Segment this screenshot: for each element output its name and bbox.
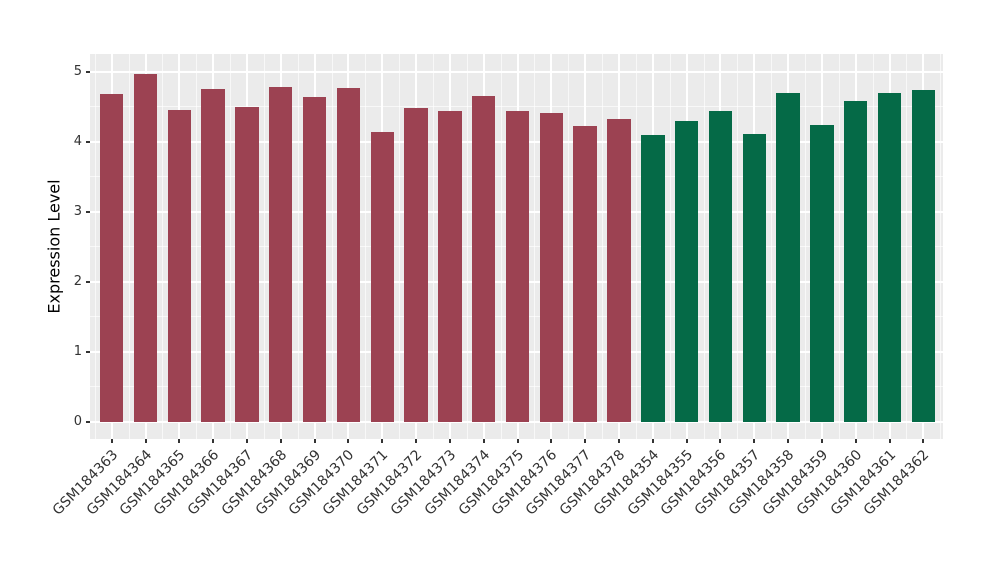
- gridline-vertical-minor: [500, 54, 502, 439]
- x-tick-mark: [381, 439, 384, 443]
- gridline-horizontal-major: [90, 71, 943, 73]
- gridline-vertical-minor: [534, 54, 536, 439]
- y-tick-label: 3: [73, 204, 82, 219]
- x-tick-mark: [178, 439, 181, 443]
- bar-GSM184360: [844, 100, 868, 422]
- x-tick-mark: [820, 439, 823, 443]
- x-tick-mark: [347, 439, 350, 443]
- x-tick-mark: [144, 439, 147, 443]
- bar-GSM184370: [336, 88, 361, 422]
- bar-GSM184368: [269, 86, 293, 422]
- x-tick-mark: [584, 439, 587, 443]
- gridline-horizontal-minor: [90, 106, 943, 107]
- gridline-vertical-minor: [838, 54, 840, 439]
- x-tick-mark: [448, 439, 451, 443]
- bar-GSM184372: [404, 108, 428, 422]
- y-tick-mark: [86, 141, 90, 143]
- x-tick-mark: [651, 439, 654, 443]
- gridline-vertical-minor: [771, 54, 773, 439]
- x-tick-mark: [482, 439, 485, 443]
- gridline-vertical-minor: [331, 54, 333, 439]
- x-tick-mark: [922, 439, 925, 443]
- y-tick-mark: [86, 71, 90, 73]
- y-axis-title-text: Expression Level: [44, 179, 64, 314]
- bar-GSM184355: [674, 121, 699, 422]
- x-tick-mark: [212, 439, 215, 443]
- bar-GSM184377: [573, 125, 597, 422]
- x-tick-mark: [415, 439, 418, 443]
- bar-GSM184363: [100, 94, 124, 422]
- bar-GSM184361: [877, 93, 902, 422]
- gridline-vertical-minor: [399, 54, 401, 439]
- gridline-vertical-minor: [196, 54, 198, 439]
- gridline-vertical-minor: [568, 54, 570, 439]
- y-tick-label: 1: [73, 344, 82, 359]
- y-tick-label: 2: [73, 274, 82, 289]
- y-tick-mark: [86, 281, 90, 283]
- bar-GSM184366: [201, 88, 225, 422]
- gridline-vertical-minor: [805, 54, 806, 439]
- y-tick-mark: [86, 351, 90, 353]
- gridline-vertical-minor: [263, 54, 265, 439]
- x-tick-mark: [618, 439, 620, 443]
- bar-GSM184375: [505, 110, 530, 422]
- gridline-vertical-minor: [297, 54, 299, 439]
- x-tick-mark: [753, 439, 756, 443]
- gridline-vertical-minor: [365, 54, 367, 439]
- bar-GSM184365: [167, 109, 192, 422]
- x-tick-mark: [313, 439, 316, 443]
- plot-panel: [90, 54, 943, 439]
- gridline-vertical-minor: [230, 54, 232, 439]
- bar-GSM184369: [302, 96, 327, 422]
- bar-GSM184354: [641, 135, 665, 422]
- gridline-vertical-minor: [432, 54, 434, 439]
- x-tick-mark: [888, 439, 891, 443]
- gridline-vertical-minor: [703, 54, 705, 439]
- gridline-vertical-minor: [737, 54, 739, 439]
- bar-GSM184357: [742, 134, 766, 422]
- y-tick-label: 0: [73, 414, 82, 429]
- bar-GSM184362: [911, 90, 936, 422]
- y-tick-mark: [86, 211, 90, 213]
- x-tick-mark: [719, 439, 722, 443]
- y-tick-mark: [86, 421, 90, 423]
- gridline-vertical-minor: [635, 54, 637, 439]
- gridline-vertical-minor: [906, 54, 908, 439]
- x-tick-mark: [854, 439, 857, 443]
- x-tick-mark: [550, 439, 553, 443]
- x-tick-mark: [279, 439, 282, 443]
- gridline-vertical-minor: [466, 54, 468, 439]
- y-tick-label: 5: [73, 64, 82, 79]
- gridline-vertical-minor: [94, 54, 96, 439]
- bar-GSM184371: [370, 131, 394, 422]
- gridline-vertical-minor: [940, 54, 942, 439]
- bar-GSM184356: [708, 111, 733, 422]
- bar-GSM184376: [539, 112, 564, 422]
- gridline-vertical-minor: [669, 54, 671, 439]
- bar-GSM184364: [133, 74, 158, 422]
- x-tick-mark: [787, 439, 790, 443]
- gridline-vertical-minor: [128, 54, 130, 439]
- x-tick-mark: [110, 439, 113, 443]
- x-tick-mark: [245, 439, 248, 443]
- bar-GSM184378: [607, 118, 631, 422]
- gridline-vertical-minor: [872, 54, 874, 439]
- x-tick-mark: [516, 439, 519, 443]
- y-tick-label: 4: [73, 134, 82, 149]
- bar-GSM184359: [810, 125, 834, 422]
- x-tick-mark: [685, 439, 688, 443]
- gridline-horizontal-major: [90, 421, 943, 423]
- bar-GSM184367: [235, 107, 259, 422]
- gridline-vertical-minor: [162, 54, 164, 439]
- y-axis-title: Expression Level: [40, 54, 68, 439]
- bar-GSM184374: [472, 95, 496, 422]
- bar-GSM184358: [776, 93, 800, 422]
- gridline-vertical-minor: [602, 54, 604, 439]
- bar-GSM184373: [438, 111, 462, 422]
